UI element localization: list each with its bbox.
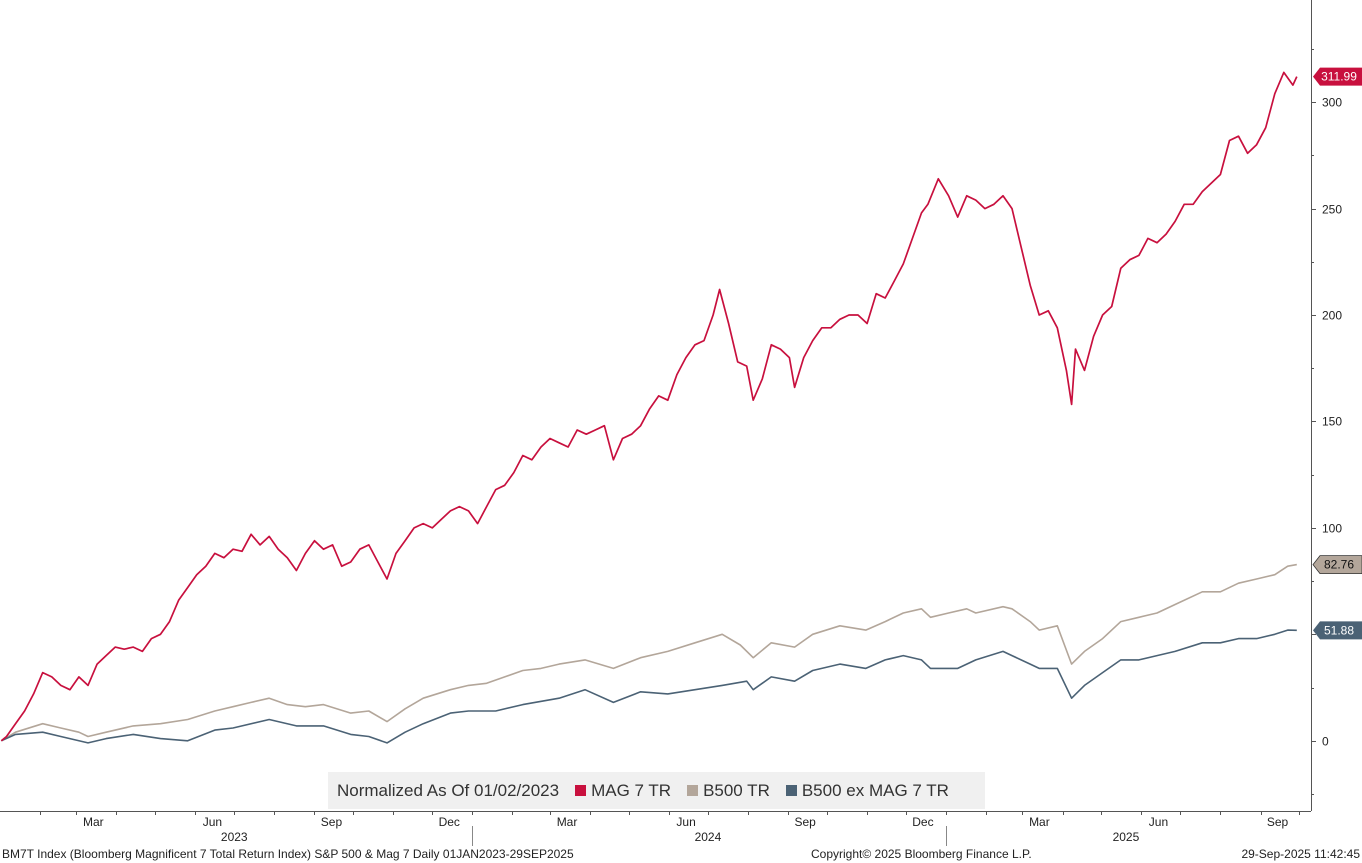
legend-swatch-mag7 (575, 785, 587, 796)
x-tick-label: Sep (1267, 815, 1289, 829)
series-line-b500-ex-mag7 (0, 629, 1297, 744)
footer-description: BM7T Index (Bloomberg Magnificent 7 Tota… (2, 847, 574, 861)
x-tick-label: Dec (439, 815, 460, 829)
end-value-labels: 311.99 82.76 51.88 (1312, 67, 1362, 640)
legend-title: Normalized As Of 01/02/2023 (337, 780, 560, 800)
end-label-tag (1313, 621, 1362, 640)
end-label-tag (1313, 67, 1362, 86)
series-lines (0, 71, 1298, 744)
footer-timestamp: 29-Sep-2025 11:42:45 (1241, 847, 1360, 861)
end-label-value: 82.76 (1324, 558, 1354, 572)
legend-label-b500: B500 TR (703, 780, 770, 800)
y-tick-label: 250 (1322, 203, 1342, 217)
end-label-value: 311.99 (1321, 70, 1357, 84)
legend-swatch-b500 (687, 785, 699, 796)
legend-label-b500-ex-mag7: B500 ex MAG 7 TR (801, 780, 949, 800)
x-tick-label: Sep (321, 815, 343, 829)
y-tick-label: 0 (1322, 735, 1329, 749)
end-label-b500-ex-mag7: 51.88 (1313, 621, 1362, 640)
x-year-label: 2025 (1113, 830, 1140, 844)
axes: 0 100 150 200 250 300 Mar Jun Sep Dec Mar Jun Sep Dec… (0, 0, 1342, 846)
x-tick-label: Mar (83, 815, 104, 829)
end-label-mag7: 311.99 (1313, 67, 1362, 86)
y-tick-label: 200 (1322, 309, 1342, 323)
x-year-label: 2024 (695, 830, 722, 844)
y-tick-label: 300 (1322, 96, 1342, 110)
x-tick-label: Dec (912, 815, 933, 829)
end-label-b500: 82.76 (1312, 555, 1362, 574)
legend: Normalized As Of 01/02/2023 MAG 7 TR B50… (328, 772, 985, 809)
x-tick-label: Mar (1029, 815, 1050, 829)
y-tick-label: 150 (1322, 415, 1342, 429)
footer: BM7T Index (Bloomberg Magnificent 7 Tota… (0, 846, 1362, 863)
footer-copyright: Copyright© 2025 Bloomberg Finance L.P. (811, 847, 1032, 861)
x-tick-label: Sep (794, 815, 816, 829)
legend-label-mag7: MAG 7 TR (591, 780, 672, 800)
x-tick-label: Jun (203, 815, 222, 829)
x-tick-label: Mar (557, 815, 578, 829)
legend-swatch-b500-ex-mag7 (785, 785, 797, 796)
series-line-b500 (0, 563, 1297, 742)
end-label-value: 51.88 (1324, 623, 1354, 637)
end-label-tag (1312, 555, 1362, 574)
x-year-label: 2023 (221, 830, 248, 844)
series-line-mag7 (0, 71, 1298, 742)
y-tick-label: 100 (1322, 522, 1342, 536)
x-tick-label: Jun (676, 815, 695, 829)
x-tick-label: Jun (1149, 815, 1168, 829)
